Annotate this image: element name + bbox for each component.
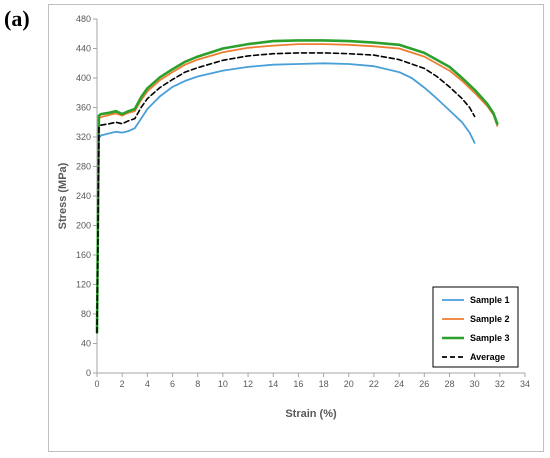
y-tick-label: 360 [76, 103, 91, 113]
series-line-2 [96, 43, 499, 334]
legend-label: Sample 3 [470, 333, 510, 343]
x-tick-label: 32 [495, 379, 505, 389]
x-tick-label: 24 [394, 379, 404, 389]
series-line-3 [95, 39, 499, 334]
legend-label: Sample 2 [470, 314, 510, 324]
chart-frame [48, 4, 544, 452]
x-tick-label: 10 [218, 379, 228, 389]
legend-label: Sample 1 [470, 295, 510, 305]
x-tick-label: 26 [419, 379, 429, 389]
y-tick-label: 160 [76, 250, 91, 260]
panel-label: (a) [4, 6, 30, 31]
x-tick-label: 28 [444, 379, 454, 389]
y-tick-label: 40 [81, 339, 91, 349]
series-layer [95, 39, 499, 334]
series-line-1 [96, 62, 476, 334]
x-tick-label: 22 [369, 379, 379, 389]
x-tick-label: 0 [94, 379, 99, 389]
y-tick-label: 280 [76, 162, 91, 172]
x-tick-label: 2 [120, 379, 125, 389]
y-tick-label: 0 [86, 368, 91, 378]
y-tick-label: 200 [76, 221, 91, 231]
axes: 0 2 4 6 8 10 12 14 16 18 20 22 24 26 28 30 32 34040801201… [76, 14, 530, 389]
legend-label: Average [470, 352, 505, 362]
x-tick-label: 16 [293, 379, 303, 389]
y-tick-label: 80 [81, 309, 91, 319]
y-tick-label: 320 [76, 132, 91, 142]
y-tick-label: 240 [76, 191, 91, 201]
y-tick-label: 400 [76, 73, 91, 83]
y-tick-label: 480 [76, 14, 91, 24]
legend: Sample 1 Sample 2 Sample 3 Average [432, 286, 519, 368]
y-axis-label: Stress (MPa) [57, 162, 69, 229]
x-tick-label: 4 [145, 379, 150, 389]
y-tick-label: 440 [76, 44, 91, 54]
x-tick-label: 18 [319, 379, 329, 389]
x-tick-label: 30 [470, 379, 480, 389]
y-tick-label: 120 [76, 280, 91, 290]
x-tick-label: 8 [195, 379, 200, 389]
x-axis-label: Strain (%) [285, 408, 337, 420]
x-tick-label: 20 [344, 379, 354, 389]
x-tick-label: 6 [170, 379, 175, 389]
x-tick-label: 12 [243, 379, 253, 389]
series-line-4 [96, 52, 476, 334]
x-tick-label: 34 [520, 379, 530, 389]
x-tick-label: 14 [268, 379, 278, 389]
